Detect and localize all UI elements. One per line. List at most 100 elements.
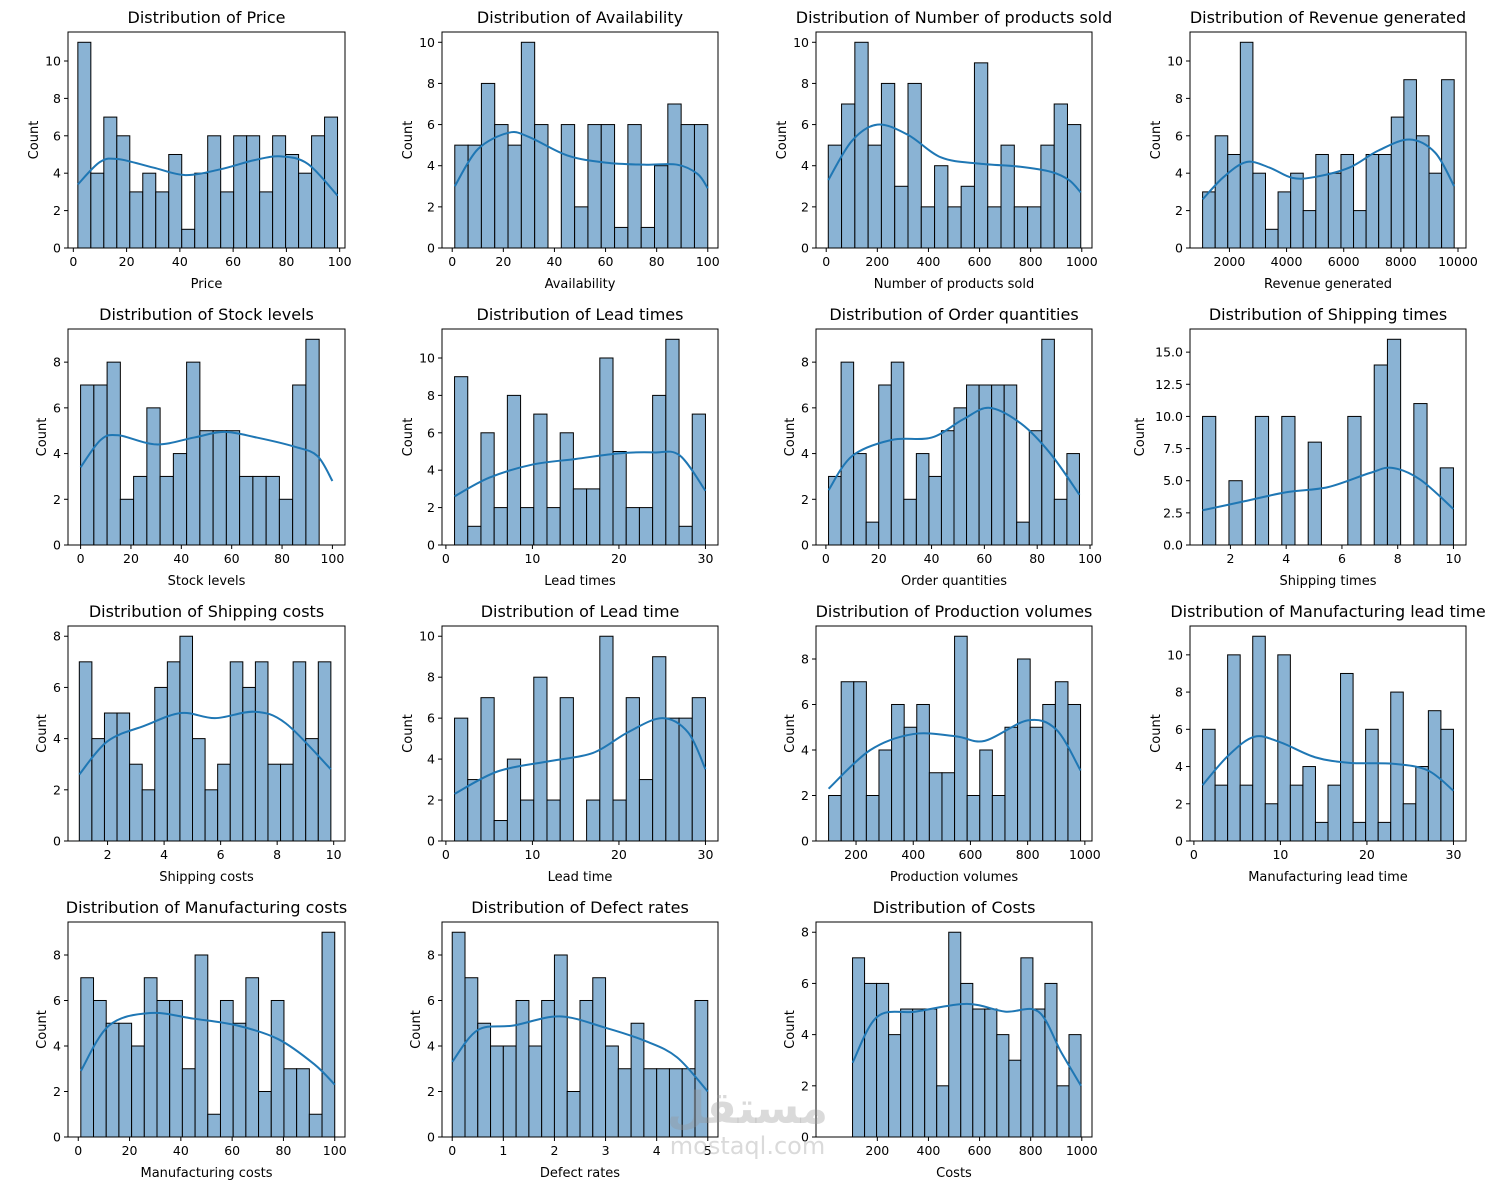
histogram-bar bbox=[93, 999, 107, 1138]
y-tick-label: 6 bbox=[801, 697, 809, 712]
subplot-title: Distribution of Manufacturing costs bbox=[66, 898, 347, 917]
histogram-bar bbox=[900, 1008, 914, 1138]
histogram-bar bbox=[1202, 191, 1216, 249]
histogram-bar bbox=[232, 1022, 247, 1138]
histogram-bar bbox=[204, 789, 219, 842]
y-tick-label: 4 bbox=[1175, 759, 1183, 774]
histogram-bar bbox=[592, 977, 607, 1138]
histogram-bar bbox=[541, 999, 555, 1138]
histogram-bar bbox=[654, 165, 669, 249]
histogram-bar bbox=[864, 982, 878, 1138]
histogram-bar bbox=[865, 521, 880, 546]
x-tick-label: 10000 bbox=[1438, 254, 1478, 269]
y-tick-label: 0 bbox=[801, 241, 809, 256]
histogram-bar bbox=[129, 191, 144, 249]
histogram-bar bbox=[533, 676, 548, 842]
histogram-bar bbox=[854, 41, 869, 249]
x-axis-label: Costs bbox=[936, 1166, 972, 1181]
y-tick-label: 0 bbox=[53, 241, 61, 256]
x-tick-label: 100 bbox=[328, 254, 352, 269]
kde-curve bbox=[851, 1002, 1082, 1087]
y-tick-label: 0 bbox=[53, 834, 61, 849]
histogram-bar bbox=[1202, 728, 1216, 842]
y-tick-label: 6 bbox=[427, 993, 435, 1008]
histogram-bar bbox=[105, 1022, 120, 1138]
histogram-bar bbox=[454, 144, 469, 249]
histogram-bar bbox=[239, 475, 254, 546]
x-axis-label: Number of products sold bbox=[874, 277, 1035, 292]
histogram-bar bbox=[143, 977, 158, 1138]
x-axis-label: Order quantities bbox=[901, 574, 1007, 589]
x-axis-label: Revenue generated bbox=[1264, 277, 1392, 292]
histogram-bar bbox=[78, 661, 93, 842]
histogram-bar bbox=[515, 999, 530, 1138]
kde-curve bbox=[453, 131, 709, 189]
histogram-bar bbox=[502, 1045, 517, 1138]
histogram-bar bbox=[272, 135, 287, 249]
x-tick-label: 100 bbox=[320, 551, 344, 566]
y-tick-label: 4 bbox=[801, 158, 809, 173]
axes-frame bbox=[815, 921, 1093, 1138]
histogram-bar bbox=[574, 206, 589, 249]
histogram-bar bbox=[546, 507, 561, 546]
y-tick-label: 6 bbox=[1175, 128, 1183, 143]
histogram-bar bbox=[1044, 982, 1058, 1138]
y-tick-label: 8 bbox=[53, 355, 61, 370]
axes-frame bbox=[815, 625, 1093, 842]
histogram-bar bbox=[936, 1085, 950, 1138]
histogram-bar bbox=[915, 453, 930, 546]
histogram-bar bbox=[155, 191, 170, 249]
histogram-bar bbox=[625, 507, 640, 546]
x-tick-label: 600 bbox=[968, 254, 992, 269]
y-axis-label: Count bbox=[401, 418, 416, 457]
y-tick-label: 10.0 bbox=[1155, 409, 1183, 424]
histogram-bar bbox=[1415, 766, 1429, 842]
histogram-bar bbox=[1066, 124, 1082, 249]
histogram-bar bbox=[142, 172, 157, 249]
y-tick-label: 2 bbox=[1175, 796, 1183, 811]
y-axis-label: Count bbox=[1149, 121, 1164, 160]
x-tick-label: 10 bbox=[524, 847, 540, 862]
histogram-bar bbox=[1214, 784, 1229, 842]
histogram-bar bbox=[520, 41, 536, 249]
histogram-bar bbox=[1415, 135, 1430, 249]
y-tick-label: 0 bbox=[427, 1130, 435, 1145]
histogram-bar bbox=[1054, 681, 1069, 842]
histogram-bar bbox=[1017, 658, 1031, 842]
x-tick-label: 10 bbox=[1272, 847, 1288, 862]
histogram-bar bbox=[1264, 228, 1279, 249]
histogram-bar bbox=[1239, 41, 1254, 249]
axes-frame bbox=[67, 328, 346, 546]
histogram-bar bbox=[599, 635, 614, 842]
histogram-bar bbox=[691, 697, 706, 842]
histogram-bar bbox=[131, 1045, 145, 1138]
histogram-bar bbox=[1377, 821, 1392, 842]
x-tick-label: 60 bbox=[598, 254, 614, 269]
x-tick-label: 8 bbox=[273, 847, 281, 862]
histogram-bar bbox=[638, 779, 654, 842]
histogram-bar bbox=[867, 144, 882, 249]
x-tick-label: 8 bbox=[1394, 551, 1402, 566]
histogram-bar bbox=[1340, 672, 1354, 842]
histogram-bar bbox=[181, 228, 196, 249]
histogram-bar bbox=[1403, 79, 1417, 249]
x-tick-label: 0 bbox=[69, 254, 77, 269]
histogram-bar bbox=[242, 686, 256, 842]
histogram-bar bbox=[217, 763, 231, 842]
histogram-bar bbox=[605, 1045, 619, 1138]
histogram-bar bbox=[1314, 821, 1329, 842]
y-tick-label: 6 bbox=[53, 680, 61, 695]
histogram-bar bbox=[566, 1090, 581, 1138]
histogram-bar bbox=[1239, 784, 1254, 842]
subplot-5: 0 20 40 60 80 100 0 2 4 6 8 Distribution of Stock l… bbox=[35, 305, 346, 589]
y-tick-label: 4 bbox=[801, 742, 809, 757]
histogram-bar bbox=[966, 794, 981, 842]
histogram-bar bbox=[265, 475, 280, 546]
histogram-bar bbox=[667, 103, 682, 249]
kde-curve bbox=[1201, 138, 1456, 201]
histogram-bar bbox=[1413, 403, 1428, 546]
y-tick-label: 4 bbox=[427, 158, 435, 173]
y-axis-label: Count bbox=[783, 1010, 798, 1049]
histogram-bar bbox=[1365, 728, 1379, 842]
x-tick-label: 2 bbox=[1226, 551, 1234, 566]
